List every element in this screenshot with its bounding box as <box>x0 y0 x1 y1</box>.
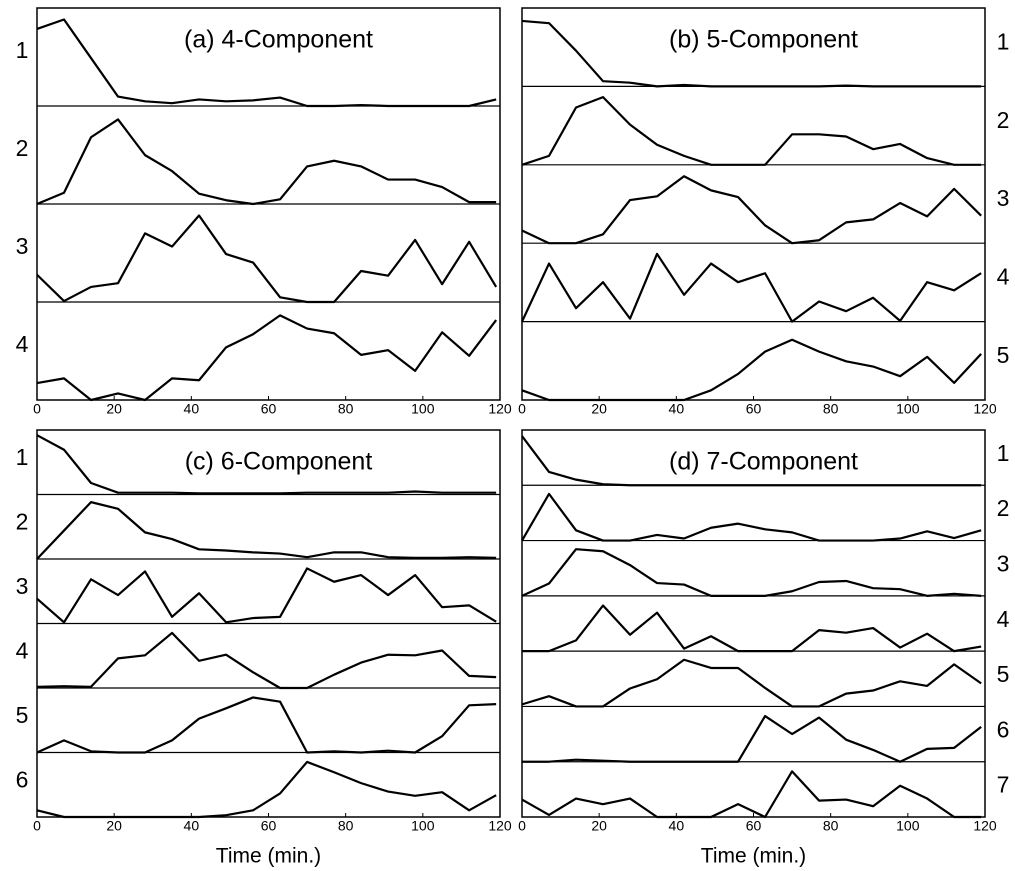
x-tick-label: 0 <box>518 818 526 834</box>
component-line <box>36 214 498 304</box>
panel-title: (c) 6-Component <box>185 448 373 476</box>
component-line <box>36 760 497 819</box>
x-tick-label: 60 <box>261 818 277 834</box>
panel-title: (b) 5-Component <box>669 26 858 54</box>
component-line <box>521 19 982 88</box>
component-label: 5 <box>16 702 29 728</box>
x-tick-label: 0 <box>518 401 526 417</box>
panel-frame <box>521 429 986 818</box>
x-tick-label: 80 <box>338 818 354 834</box>
component-line <box>522 604 982 653</box>
x-tick-label: 40 <box>184 401 200 417</box>
x-tick-label: 120 <box>488 818 512 834</box>
component-line <box>36 434 497 495</box>
component-label: 4 <box>16 331 29 357</box>
x-tick-label: 80 <box>338 401 354 417</box>
component-line <box>521 95 982 166</box>
component-label: 1 <box>16 444 29 470</box>
x-tick-label: 60 <box>261 401 277 417</box>
component-line <box>36 631 497 690</box>
x-tick-label: 40 <box>669 401 685 417</box>
component-label: 5 <box>997 661 1010 687</box>
component-label: 1 <box>16 37 29 63</box>
component-line <box>521 770 982 819</box>
component-label: 4 <box>16 638 29 664</box>
component-line <box>521 548 982 597</box>
x-tick-label: 100 <box>411 401 435 417</box>
component-line <box>521 252 982 323</box>
component-label: 2 <box>997 107 1010 133</box>
x-tick-label: 120 <box>973 401 997 417</box>
component-label: 3 <box>16 573 29 599</box>
component-line <box>36 696 497 754</box>
x-tick-label: 20 <box>106 401 122 417</box>
x-tick-label: 120 <box>973 818 997 834</box>
component-line <box>521 435 982 487</box>
x-tick-label: 40 <box>184 818 200 834</box>
x-tick-label: 20 <box>591 401 607 417</box>
component-label: 6 <box>997 716 1010 742</box>
x-tick-label: 0 <box>33 401 41 417</box>
component-line <box>36 18 497 108</box>
x-tick-label: 60 <box>746 401 762 417</box>
x-tick-label: 20 <box>106 818 122 834</box>
component-line <box>521 658 982 708</box>
component-line <box>521 492 982 542</box>
panel-title: (d) 7-Component <box>669 448 858 476</box>
component-label: 4 <box>997 606 1010 632</box>
x-tick-label: 100 <box>896 818 920 834</box>
x-tick-label: 100 <box>411 818 435 834</box>
x-axis-label: Time (min.) <box>216 845 321 868</box>
x-tick-label: 40 <box>669 818 685 834</box>
x-axis-label: Time (min.) <box>701 845 806 868</box>
x-tick-label: 100 <box>896 401 920 417</box>
component-label: 3 <box>16 233 29 259</box>
component-label: 3 <box>997 551 1010 577</box>
component-line <box>521 338 982 402</box>
x-tick-label: 0 <box>33 818 41 834</box>
component-label: 3 <box>997 185 1010 211</box>
x-tick-label: 120 <box>488 401 512 417</box>
component-label: 4 <box>997 264 1010 290</box>
component-label: 2 <box>16 509 29 535</box>
x-tick-label: 20 <box>591 818 607 834</box>
component-line <box>522 714 982 763</box>
component-label: 2 <box>16 135 29 161</box>
panel-title: (a) 4-Component <box>184 26 373 54</box>
x-tick-label: 60 <box>746 818 762 834</box>
component-label: 1 <box>997 440 1010 466</box>
x-tick-label: 80 <box>823 818 839 834</box>
component-line <box>36 501 497 560</box>
component-label: 2 <box>997 495 1010 521</box>
component-line <box>36 314 498 402</box>
component-line <box>36 567 497 624</box>
component-label: 6 <box>16 767 29 793</box>
component-line <box>521 175 982 245</box>
x-tick-label: 80 <box>823 401 839 417</box>
component-label: 5 <box>997 342 1010 368</box>
component-label: 1 <box>997 28 1010 54</box>
component-line <box>36 118 497 206</box>
component-label: 7 <box>997 772 1010 798</box>
